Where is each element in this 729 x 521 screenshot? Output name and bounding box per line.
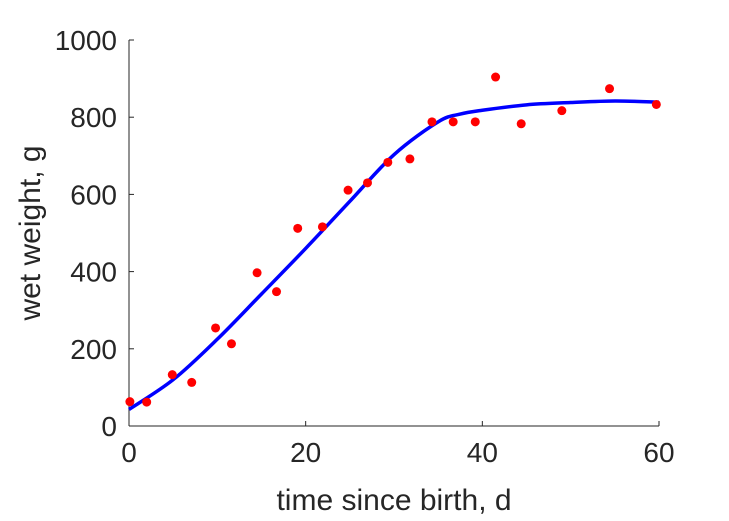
data-point	[125, 397, 135, 407]
y-tick-label: 800	[70, 102, 117, 133]
x-tick-label: 60	[643, 437, 674, 468]
data-point	[605, 84, 615, 94]
data-point	[405, 154, 415, 164]
y-tick-label: 400	[70, 257, 117, 288]
data-point	[317, 222, 327, 232]
data-point	[293, 223, 303, 233]
fit-curve	[128, 99, 660, 411]
data-point	[383, 157, 393, 167]
data-point	[252, 268, 262, 278]
data-point	[427, 117, 437, 127]
data-point	[557, 106, 567, 116]
y-tick-label: 600	[70, 179, 117, 210]
data-point	[363, 178, 372, 188]
data-point	[448, 117, 458, 127]
data-point	[167, 370, 177, 380]
data-point	[516, 119, 526, 129]
x-axis-label: time since birth, d	[276, 484, 511, 517]
series-layer	[125, 72, 661, 411]
data-point	[211, 323, 221, 333]
data-point	[343, 185, 353, 195]
y-tick-label: 0	[101, 411, 117, 442]
data-point	[226, 339, 236, 349]
y-tick-label: 200	[70, 334, 117, 365]
data-point	[491, 72, 501, 82]
y-tick-label: 1000	[55, 25, 117, 56]
data-point	[651, 99, 661, 109]
data-point	[470, 117, 480, 127]
x-tick-label: 0	[121, 437, 137, 468]
data-point	[187, 377, 197, 387]
data-point	[272, 287, 282, 297]
data-point	[142, 397, 152, 407]
x-tick-label: 20	[290, 437, 321, 468]
y-axis-label: wet weight, g	[14, 145, 47, 321]
x-tick-label: 40	[467, 437, 498, 468]
